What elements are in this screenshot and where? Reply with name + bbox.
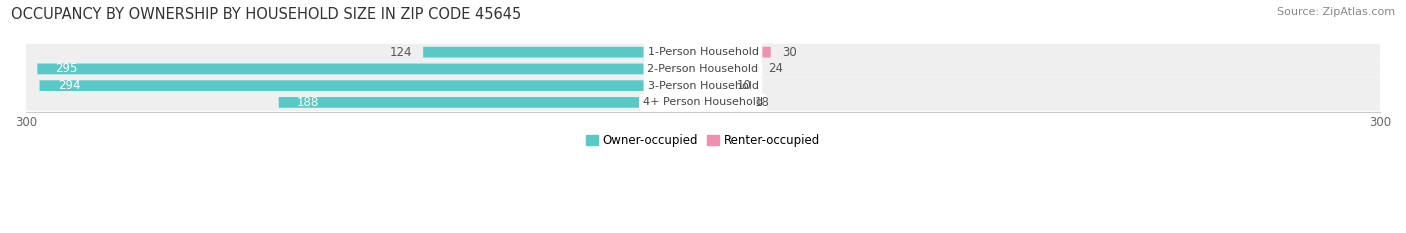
FancyBboxPatch shape [27,77,1379,94]
Text: 3-Person Household: 3-Person Household [648,81,758,91]
Text: 124: 124 [389,46,412,59]
Text: 18: 18 [755,96,769,109]
Text: OCCUPANCY BY OWNERSHIP BY HOUSEHOLD SIZE IN ZIP CODE 45645: OCCUPANCY BY OWNERSHIP BY HOUSEHOLD SIZE… [11,7,522,22]
FancyBboxPatch shape [39,80,703,91]
FancyBboxPatch shape [703,97,744,108]
Text: 1-Person Household: 1-Person Household [648,47,758,57]
FancyBboxPatch shape [703,80,725,91]
FancyBboxPatch shape [38,64,703,74]
Text: 10: 10 [737,79,752,92]
Text: 30: 30 [782,46,797,59]
Text: 294: 294 [58,79,80,92]
FancyBboxPatch shape [27,44,1379,61]
Text: Source: ZipAtlas.com: Source: ZipAtlas.com [1277,7,1395,17]
FancyBboxPatch shape [27,61,1379,77]
Text: 24: 24 [769,62,783,75]
Text: 295: 295 [55,62,77,75]
FancyBboxPatch shape [423,47,703,58]
Text: 2-Person Household: 2-Person Household [647,64,759,74]
FancyBboxPatch shape [703,64,758,74]
FancyBboxPatch shape [703,47,770,58]
Legend: Owner-occupied, Renter-occupied: Owner-occupied, Renter-occupied [586,134,820,147]
Text: 188: 188 [297,96,319,109]
FancyBboxPatch shape [278,97,703,108]
FancyBboxPatch shape [27,94,1379,111]
Text: 4+ Person Household: 4+ Person Household [643,97,763,107]
